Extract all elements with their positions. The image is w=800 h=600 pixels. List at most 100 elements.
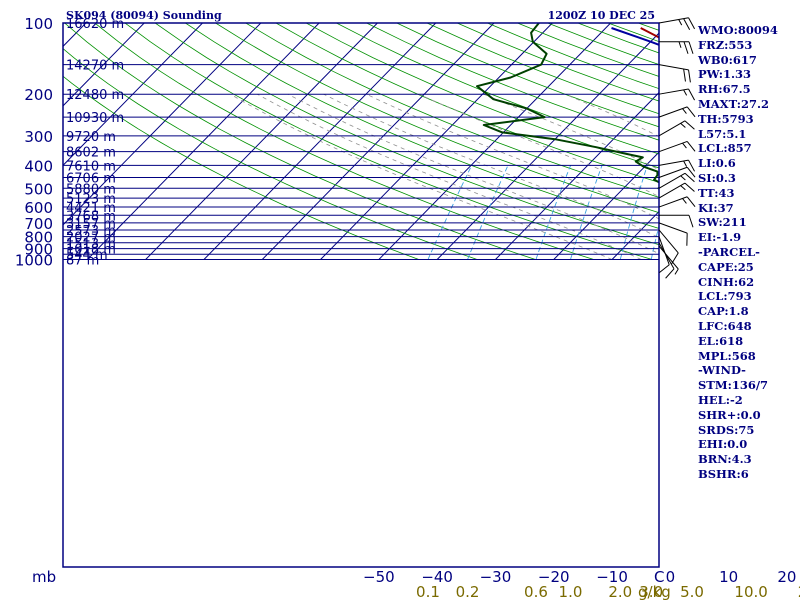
sounding-title: SK094 (80094) Sounding — [66, 9, 222, 22]
index-line: EHI:0.0 — [698, 437, 748, 452]
index-line: TH:5793 — [698, 111, 754, 126]
wind-barb-flag — [684, 182, 695, 192]
wind-barb-flag — [688, 159, 696, 172]
wind-barb-flag — [671, 252, 679, 264]
pressure-tick-label: 1000 — [15, 252, 53, 270]
isotherm-line — [63, 23, 203, 167]
wind-barb — [658, 196, 696, 208]
isotherm-line — [611, 210, 659, 260]
mixing-ratio-line — [427, 165, 473, 260]
wind-barb-flag — [688, 88, 696, 101]
pressure-tick-label: 200 — [24, 86, 53, 104]
index-line: BRN:4.3 — [698, 452, 752, 467]
index-line: LCL:857 — [698, 141, 752, 156]
index-line: LFC:648 — [698, 318, 752, 333]
index-line: PW:1.33 — [698, 67, 752, 82]
isobar-lines — [63, 22, 659, 260]
wind-barb-flag — [682, 108, 687, 114]
altitude-label: 544 m — [66, 248, 108, 263]
wind-barb-flag — [686, 166, 696, 178]
x-tick-label: −50 — [363, 568, 395, 586]
wind-barb-flag — [684, 172, 695, 183]
wind-barb-staff — [658, 245, 679, 270]
pressure-tick-label: 300 — [24, 128, 53, 146]
wind-barb — [658, 120, 695, 137]
altitude-label: 1513 m — [66, 237, 116, 252]
altitude-label: 1018 m — [66, 243, 116, 258]
altitude-label: 3768 m — [66, 209, 116, 224]
wind-barb — [658, 17, 696, 31]
pressure-tick-label: 800 — [24, 229, 53, 247]
sounding-profiles — [476, 23, 659, 190]
wind-barb-flag — [678, 41, 682, 48]
isotherm-line — [436, 32, 659, 260]
wind-barb-flag — [683, 18, 691, 31]
index-line: -WIND- — [698, 363, 746, 378]
moist-adiabat-line — [418, 93, 659, 198]
index-line: RH:67.5 — [698, 82, 751, 97]
index-line: MPL:568 — [698, 348, 756, 363]
x-tick-label: 10 — [719, 568, 738, 586]
index-line: BSHR:6 — [698, 466, 749, 481]
mixing-ratio-label: 5.0 — [680, 583, 704, 600]
index-line: SRDS:75 — [698, 422, 755, 437]
mixing-ratio-label: 3.0 — [639, 583, 663, 600]
wind-barb — [658, 140, 696, 153]
isotherm-line — [261, 23, 495, 260]
isotherm-line — [63, 23, 145, 107]
mixing-ratio-label: 20.0 — [798, 583, 800, 600]
wind-barb-flag — [678, 19, 683, 26]
mixing-ratio-label: 0.1 — [416, 583, 440, 600]
index-line: SW:211 — [698, 215, 747, 230]
pressure-tick-label: 400 — [24, 157, 53, 175]
wind-barb-flag — [684, 120, 695, 130]
mixing-ratio-line — [570, 165, 603, 260]
wind-barb — [658, 166, 696, 178]
wind-barb — [658, 172, 695, 189]
wind-barb-flag — [680, 175, 686, 181]
x-tick-label: 0 — [666, 568, 676, 586]
dry-adiabat-line — [124, 23, 653, 260]
wind-barb — [659, 41, 694, 54]
index-line: SI:0.3 — [698, 170, 736, 185]
mixing-ratio-label: 0.2 — [456, 583, 480, 600]
x-tick-label: −40 — [421, 568, 453, 586]
moist-adiabat-line — [257, 93, 642, 260]
index-line: LI:0.6 — [698, 156, 736, 171]
wind-barb — [659, 214, 694, 228]
wind-barb-flag — [682, 198, 687, 204]
altitude-label: 10930 m — [66, 111, 124, 126]
wind-barb — [658, 159, 696, 172]
x-tick-label: −20 — [538, 568, 570, 586]
altitude-label: 6706 m — [66, 171, 116, 186]
index-line: SHR+:0.0 — [698, 407, 761, 422]
wind-barb-flag — [682, 142, 687, 149]
dry-adiabat-line — [94, 23, 594, 260]
wind-barbs — [658, 17, 696, 279]
wind-barb-staff — [658, 236, 670, 265]
wind-barb-flag — [665, 268, 675, 279]
isotherm-line — [495, 91, 659, 260]
index-line: WMO:80094 — [698, 23, 778, 37]
pressure-tick-label: 600 — [24, 199, 53, 217]
dry-adiabat-line — [64, 23, 536, 260]
wind-barb-staff — [658, 229, 679, 254]
index-line: HEL:-2 — [698, 392, 743, 407]
wind-barb-flag — [683, 68, 686, 82]
x-tick-label: 20 — [777, 568, 796, 586]
x-tick-label: −10 — [596, 568, 628, 586]
index-line: KI:37 — [698, 200, 734, 215]
wind-barb — [658, 64, 691, 83]
wind-barb-staff — [658, 222, 688, 234]
indices-panel: WMO:80094 FRZ:553 WB0:617 PW:1.33 RH:67.5 MAX… — [698, 23, 798, 482]
index-line: FRZ:553 — [698, 37, 753, 52]
pressure-tick-label: 900 — [24, 241, 53, 259]
altitude-label: 5123 m — [66, 192, 116, 207]
altitude-label: 14270 m — [66, 59, 124, 74]
index-line: MAXT:27.2 — [698, 96, 769, 111]
mixing-ratio-line — [467, 165, 509, 260]
wind-barb — [658, 229, 679, 264]
index-line: WB0:617 — [698, 52, 757, 67]
